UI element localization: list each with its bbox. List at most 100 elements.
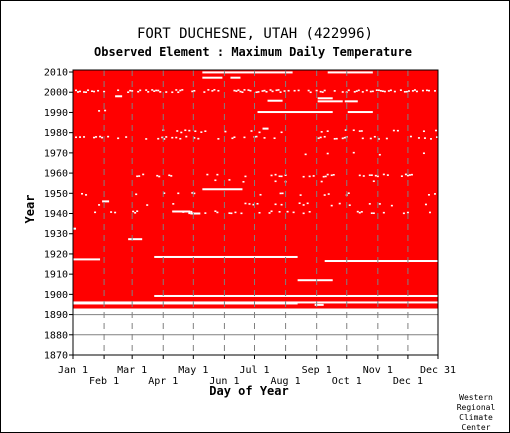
- missing-day: [435, 136, 438, 138]
- missing-day: [293, 89, 296, 92]
- missing-day: [315, 89, 318, 92]
- missing-day: [358, 130, 361, 132]
- missing-day: [375, 89, 378, 91]
- missing-day: [333, 90, 336, 92]
- x-tick-label: Apr 1: [148, 376, 178, 387]
- missing-day: [320, 131, 323, 133]
- missing-day: [358, 211, 361, 214]
- missing-day: [171, 91, 174, 94]
- missing-day: [427, 89, 430, 92]
- missing-period: [297, 279, 333, 282]
- missing-day: [136, 175, 139, 178]
- missing-day: [91, 90, 94, 92]
- missing-day: [193, 192, 196, 195]
- missing-day: [280, 175, 283, 178]
- missing-day: [125, 136, 128, 138]
- missing-day: [94, 211, 97, 214]
- missing-day: [333, 138, 336, 140]
- missing-day: [286, 210, 289, 213]
- missing-day: [369, 90, 372, 93]
- missing-day: [309, 91, 312, 94]
- y-axis-label: Year: [23, 195, 37, 224]
- missing-day: [361, 91, 364, 93]
- missing-day: [429, 138, 432, 140]
- missing-day: [247, 89, 250, 91]
- missing-day: [153, 90, 156, 92]
- missing-day: [280, 203, 283, 206]
- missing-day: [327, 193, 330, 195]
- y-tick-label: 1970: [44, 148, 68, 159]
- missing-day: [422, 130, 425, 133]
- missing-day: [386, 174, 389, 176]
- missing-day: [159, 91, 162, 93]
- missing-day: [307, 89, 310, 92]
- y-tick-label: 1950: [44, 189, 68, 200]
- missing-day: [171, 136, 174, 139]
- missing-day: [433, 193, 436, 195]
- missing-day: [107, 135, 110, 138]
- x-tick-label: Jul 1: [239, 365, 269, 376]
- missing-day: [323, 89, 326, 92]
- missing-day: [330, 204, 333, 207]
- missing-day: [411, 90, 414, 92]
- missing-day: [385, 137, 388, 140]
- missing-day: [252, 203, 255, 206]
- missing-day: [274, 173, 277, 176]
- missing-day: [213, 89, 216, 91]
- y-tick-label: 1870: [44, 351, 68, 362]
- missing-day: [376, 175, 379, 178]
- missing-day: [249, 89, 252, 92]
- missing-period: [257, 111, 333, 114]
- missing-day: [85, 194, 88, 196]
- x-tick-label: Dec 1: [393, 376, 423, 387]
- missing-day: [235, 90, 238, 92]
- missing-day: [98, 110, 101, 112]
- missing-day: [404, 173, 407, 176]
- missing-day: [250, 130, 253, 132]
- missing-day: [323, 135, 326, 138]
- missing-day: [371, 90, 374, 93]
- missing-day: [425, 89, 428, 92]
- missing-day: [277, 89, 280, 91]
- missing-day: [145, 89, 148, 91]
- missing-day: [188, 212, 191, 215]
- missing-day: [312, 175, 315, 177]
- missing-day: [270, 174, 273, 177]
- y-tick-label: 1900: [44, 290, 68, 301]
- y-tick-label: 1930: [44, 229, 68, 240]
- missing-day: [387, 90, 390, 92]
- x-tick-label: Jun 1: [209, 376, 239, 387]
- missing-day: [381, 90, 384, 92]
- missing-day: [338, 202, 341, 205]
- missing-day: [244, 202, 247, 205]
- missing-day: [302, 175, 305, 178]
- missing-day: [256, 202, 259, 205]
- missing-day: [216, 211, 219, 214]
- plot-border: [72, 69, 439, 356]
- missing-day: [194, 130, 197, 133]
- missing-day: [83, 136, 86, 138]
- missing-day: [131, 90, 134, 92]
- missing-day: [393, 90, 396, 93]
- missing-day: [399, 89, 402, 91]
- missing-period: [324, 260, 438, 263]
- credit-block: Western Regional Climate Center: [457, 393, 496, 432]
- missing-day: [257, 91, 260, 93]
- missing-day: [147, 91, 150, 93]
- x-tick-label: Aug 1: [271, 376, 301, 387]
- missing-day: [188, 129, 191, 132]
- missing-day: [156, 174, 159, 177]
- missing-day: [319, 136, 322, 139]
- missing-day: [390, 204, 393, 207]
- credit-line: Climate: [459, 413, 493, 422]
- missing-day: [358, 174, 361, 177]
- missing-day: [241, 91, 244, 93]
- missing-day: [377, 89, 380, 92]
- missing-day: [319, 90, 322, 93]
- missing-day: [182, 211, 185, 213]
- missing-day: [373, 135, 376, 138]
- missing-day: [193, 89, 196, 92]
- missing-day: [433, 90, 436, 92]
- missing-day: [170, 175, 173, 177]
